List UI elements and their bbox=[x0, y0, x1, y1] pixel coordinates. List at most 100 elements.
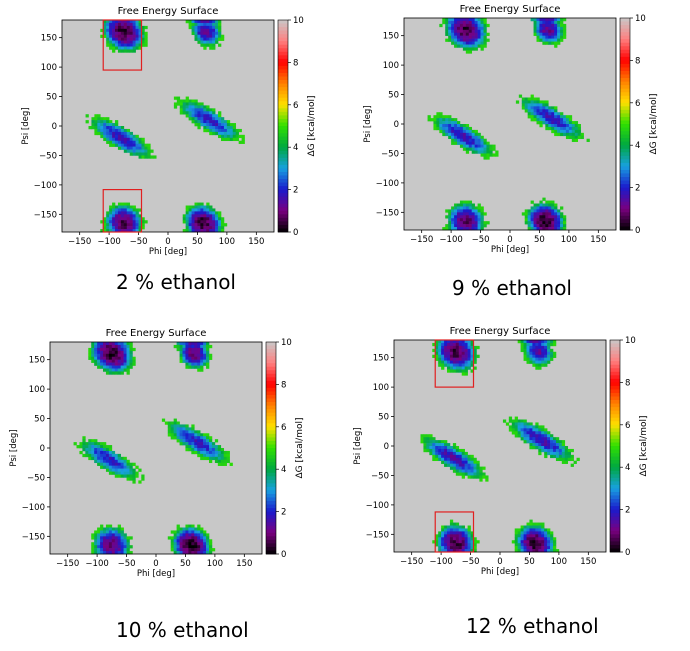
heatmap-cell bbox=[477, 206, 481, 210]
heatmap-cell bbox=[214, 453, 219, 458]
heatmap-cell bbox=[553, 440, 557, 444]
heatmap-cell bbox=[432, 437, 436, 441]
heatmap-cell bbox=[452, 345, 457, 350]
heatmap-cell bbox=[532, 446, 536, 450]
heatmap-cell bbox=[191, 527, 195, 531]
heatmap-cell bbox=[126, 477, 130, 481]
heatmap-cell bbox=[135, 28, 139, 33]
heatmap-cell bbox=[123, 548, 127, 552]
heatmap-cell bbox=[445, 124, 449, 128]
heatmap-cell bbox=[527, 212, 531, 216]
heatmap-cell bbox=[439, 121, 443, 125]
heatmap-cell bbox=[103, 34, 107, 38]
heatmap-cell bbox=[108, 468, 113, 472]
heatmap-cell bbox=[471, 206, 475, 210]
heatmap-cell bbox=[520, 537, 524, 541]
heatmap-cell bbox=[203, 123, 207, 127]
heatmap-cell bbox=[474, 47, 478, 51]
heatmap-cell bbox=[541, 537, 545, 541]
heatmap-cell bbox=[533, 206, 537, 210]
x-tick-label: 150 bbox=[248, 237, 264, 247]
heatmap-cell bbox=[423, 443, 427, 447]
heatmap-cell bbox=[209, 448, 213, 452]
heatmap-cell bbox=[449, 363, 454, 367]
y-axis-label: Psi [deg] bbox=[363, 105, 373, 142]
heatmap-cell bbox=[477, 135, 481, 140]
heatmap-cell bbox=[480, 215, 484, 219]
heatmap-cell bbox=[541, 348, 545, 353]
heatmap-cell bbox=[554, 32, 558, 36]
heatmap-cell bbox=[120, 344, 124, 349]
heatmap-cell bbox=[173, 421, 177, 425]
heatmap-cell bbox=[426, 437, 430, 441]
heatmap-cell bbox=[164, 421, 169, 425]
colorbar-frame bbox=[619, 17, 631, 231]
heatmap-cell bbox=[536, 112, 540, 116]
heatmap-cell bbox=[108, 545, 113, 549]
heatmap-cell bbox=[529, 525, 533, 529]
heatmap-cell bbox=[535, 434, 539, 438]
heatmap-cell bbox=[461, 457, 465, 462]
heatmap-cell bbox=[548, 215, 552, 219]
heatmap-cell bbox=[188, 117, 192, 121]
heatmap-cell bbox=[132, 137, 136, 142]
heatmap-cell bbox=[554, 106, 558, 110]
heatmap-cell bbox=[200, 211, 204, 215]
heatmap-cell bbox=[538, 425, 542, 429]
heatmap-cell bbox=[94, 350, 98, 355]
heatmap-cell bbox=[173, 436, 177, 440]
colorbar-segment bbox=[610, 431, 620, 436]
heatmap-cell bbox=[438, 457, 442, 462]
heatmap-cell bbox=[452, 446, 457, 450]
heatmap-cell bbox=[194, 211, 198, 215]
heatmap-cell bbox=[203, 436, 207, 440]
heatmap-cell bbox=[203, 46, 207, 50]
heatmap-cell bbox=[109, 137, 113, 142]
heatmap-cell bbox=[438, 345, 442, 350]
heatmap-cell bbox=[523, 422, 527, 426]
heatmap-cell bbox=[194, 551, 198, 555]
heatmap-cell bbox=[449, 351, 454, 356]
heatmap-cell bbox=[97, 359, 101, 363]
heatmap-cell bbox=[477, 41, 481, 45]
heatmap-cell bbox=[176, 533, 180, 537]
heatmap-cell bbox=[223, 128, 228, 133]
heatmap-cell bbox=[483, 44, 487, 48]
heatmap-cell bbox=[462, 124, 467, 128]
heatmap-cell bbox=[432, 540, 436, 544]
heatmap-cell bbox=[462, 203, 467, 207]
heatmap-cell bbox=[114, 462, 119, 466]
colorbar-tick-label: 6 bbox=[635, 99, 640, 109]
heatmap-cell bbox=[103, 353, 107, 358]
heatmap-cell bbox=[486, 147, 490, 151]
heatmap-cell bbox=[444, 360, 448, 364]
heatmap-cell bbox=[473, 457, 477, 462]
heatmap-cell bbox=[117, 49, 122, 53]
heatmap-cell bbox=[218, 128, 222, 133]
heatmap-cell bbox=[445, 129, 449, 134]
heatmap-cell bbox=[511, 419, 516, 423]
heatmap-cell bbox=[436, 115, 440, 119]
heatmap-cell bbox=[188, 365, 192, 369]
heatmap-cell bbox=[108, 353, 113, 358]
heatmap-cell bbox=[447, 357, 451, 361]
heatmap-cell bbox=[451, 26, 455, 31]
heatmap-cell bbox=[132, 468, 136, 472]
heatmap-cell bbox=[468, 44, 473, 48]
heatmap-cell bbox=[438, 454, 442, 459]
heatmap-cell bbox=[477, 35, 481, 39]
annotation-box-box-bottom bbox=[434, 511, 475, 553]
heatmap-cell bbox=[465, 29, 470, 34]
heatmap-cell bbox=[179, 527, 183, 531]
heatmap-cell bbox=[523, 340, 527, 344]
heatmap-cell bbox=[217, 450, 222, 455]
heatmap-cell bbox=[138, 146, 142, 150]
heatmap-cell bbox=[560, 224, 564, 228]
colorbar-segment bbox=[610, 368, 620, 373]
heatmap-cell bbox=[461, 454, 465, 459]
heatmap-cell bbox=[73, 442, 77, 446]
colorbar-segment bbox=[610, 495, 620, 500]
heatmap-cell bbox=[530, 106, 534, 110]
heatmap-cell bbox=[439, 118, 443, 122]
heatmap-cell bbox=[524, 215, 528, 219]
